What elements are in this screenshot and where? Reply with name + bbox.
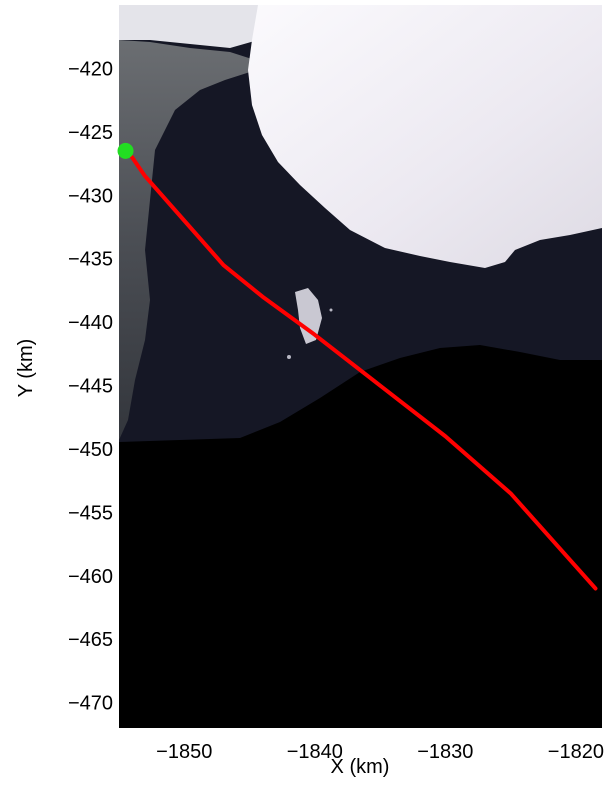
x-tick-label: −1830	[417, 741, 473, 763]
ice-fragment	[329, 308, 333, 312]
x-axis-label: X (km)	[331, 756, 390, 778]
land-region	[119, 40, 255, 440]
y-tick-label: −440	[68, 312, 113, 334]
series-layer	[130, 155, 598, 591]
y-tick-label: −430	[68, 185, 113, 207]
x-tick-label: −1840	[287, 741, 343, 763]
ice-fragment	[295, 288, 322, 344]
x-tick-label: −1850	[156, 741, 212, 763]
x-tick-label: −1820	[548, 741, 604, 763]
y-axis: −420 −425 −430 −435 −440 −445 −450 −455 −460 −465…	[68, 58, 113, 714]
upper-ice-strip	[119, 5, 260, 48]
y-tick-label: −465	[68, 629, 113, 651]
start-point-marker	[117, 142, 134, 159]
y-tick-label: −420	[68, 58, 113, 80]
y-axis-label: Y (km)	[15, 339, 37, 398]
y-tick-label: −470	[68, 693, 113, 715]
y-tick-label: −450	[68, 439, 113, 461]
y-tick-label: −445	[68, 376, 113, 398]
marker-layer	[117, 142, 134, 159]
ice-shelf	[248, 5, 602, 268]
y-tick-label: −455	[68, 502, 113, 524]
y-tick-label: −425	[68, 122, 113, 144]
ice-fragment	[287, 355, 291, 359]
x-axis: −1850 −1840 −1830 −1820	[156, 741, 604, 763]
y-tick-label: −460	[68, 566, 113, 588]
satellite-image	[119, 5, 602, 728]
y-tick-label: −435	[68, 249, 113, 271]
track-line-0	[130, 155, 598, 591]
nodata-region	[119, 345, 602, 728]
